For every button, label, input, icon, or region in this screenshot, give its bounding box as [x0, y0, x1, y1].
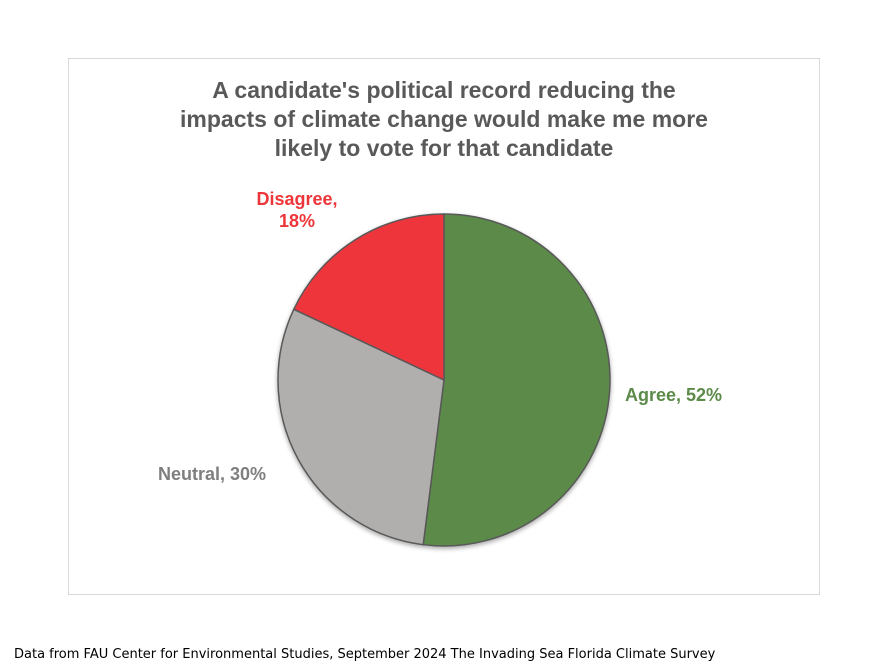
- chart-title-line: likely to vote for that candidate: [274, 135, 614, 161]
- pie-slice-agree: [422, 213, 611, 547]
- chart-title-line: A candidate's political record reducing …: [212, 77, 676, 103]
- chart-area: A candidate's political record reducing …: [68, 58, 820, 595]
- data-label-neutral: Neutral, 30%: [158, 464, 267, 484]
- chart-title-line: impacts of climate change would make me …: [180, 106, 708, 132]
- data-label-agree: Agree, 52%: [625, 385, 723, 405]
- pie-chart: [277, 213, 611, 547]
- pie-slice-neutral: [277, 308, 445, 546]
- chart-title: A candidate's political record reducing …: [69, 76, 819, 163]
- pie-slice-disagree: [293, 213, 445, 381]
- source-note: Data from FAU Center for Environmental S…: [14, 647, 716, 662]
- data-label-disagree: Disagree, 18%: [256, 189, 338, 231]
